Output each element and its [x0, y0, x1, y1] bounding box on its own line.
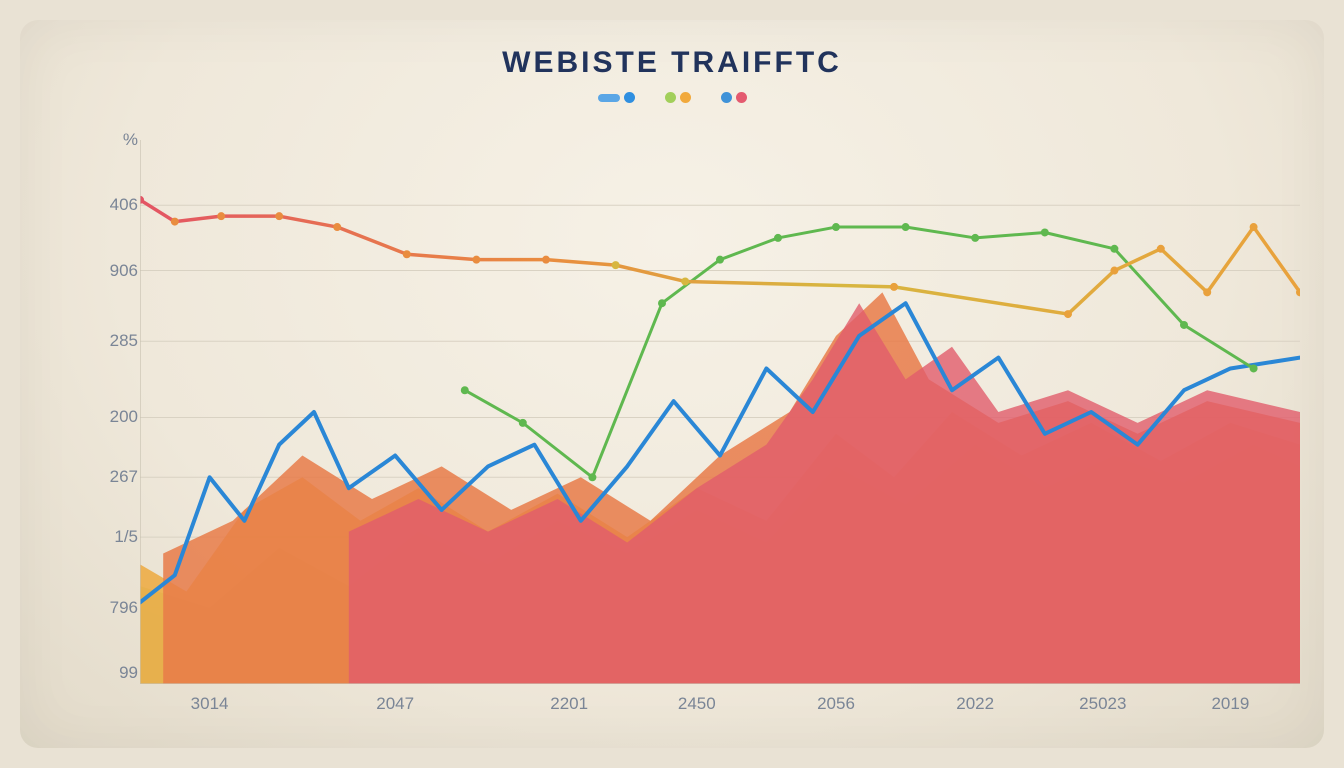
line-top-gradient-marker — [217, 212, 225, 220]
x-tick-label: 25023 — [1079, 694, 1126, 714]
x-tick-label: 2022 — [956, 694, 994, 714]
line-top-gradient-marker — [1110, 267, 1118, 275]
line-green-marker — [716, 256, 724, 264]
x-tick-label: 2056 — [817, 694, 855, 714]
line-top-gradient-marker — [1064, 310, 1072, 318]
y-tick-label: 796 — [82, 598, 138, 618]
x-tick-label: 2450 — [678, 694, 716, 714]
x-tick-label: 2047 — [376, 694, 414, 714]
line-green-marker — [902, 223, 910, 231]
line-green-marker — [832, 223, 840, 231]
line-green-marker — [1250, 364, 1258, 372]
legend-pill-icon — [598, 94, 620, 102]
line-green-marker — [658, 299, 666, 307]
chart-card: WEBISTE TRAIFFTC % 406 906 285 200 267 1/5 796 9… — [20, 20, 1324, 748]
y-tick-label: 200 — [82, 407, 138, 427]
line-top-gradient-marker — [681, 277, 689, 285]
line-top-gradient-marker — [472, 256, 480, 264]
x-tick-label: 3014 — [191, 694, 229, 714]
y-tick-label: 406 — [82, 195, 138, 215]
line-green-marker — [1041, 228, 1049, 236]
line-top-gradient-marker — [1203, 288, 1211, 296]
line-green-marker — [461, 386, 469, 394]
legend-dot-icon — [665, 92, 676, 103]
line-top-gradient-marker — [1157, 245, 1165, 253]
line-green-marker — [519, 419, 527, 427]
y-axis: %4069062852002671/579699 — [82, 140, 138, 684]
y-tick-label: 906 — [82, 261, 138, 281]
line-top-gradient-marker — [890, 283, 898, 291]
line-top-gradient-marker — [612, 261, 620, 269]
line-green-marker — [971, 234, 979, 242]
line-top-gradient-marker — [403, 250, 411, 258]
y-tick-label: 267 — [82, 467, 138, 487]
y-tick-label: 285 — [82, 331, 138, 351]
legend-dot-icon — [736, 92, 747, 103]
line-green-marker — [774, 234, 782, 242]
x-tick-label: 2201 — [550, 694, 588, 714]
legend-item-3 — [721, 92, 747, 103]
chart-legend — [20, 92, 1324, 103]
legend-item-2 — [665, 92, 691, 103]
legend-dot-icon — [680, 92, 691, 103]
line-green-marker — [1110, 245, 1118, 253]
y-tick-label: % — [82, 130, 138, 150]
legend-dot-icon — [624, 92, 635, 103]
legend-item-1 — [598, 92, 635, 103]
line-top-gradient-marker — [542, 256, 550, 264]
line-green-marker — [588, 473, 596, 481]
y-tick-label: 99 — [82, 663, 138, 683]
x-tick-label: 2019 — [1211, 694, 1249, 714]
y-tick-label: 1/5 — [82, 527, 138, 547]
legend-dot-icon — [721, 92, 732, 103]
line-green-marker — [1180, 321, 1188, 329]
chart-svg — [140, 140, 1300, 684]
line-top-gradient-marker — [171, 218, 179, 226]
plot-area — [140, 140, 1300, 684]
line-top-gradient-marker — [275, 212, 283, 220]
line-top-gradient-marker — [1250, 223, 1258, 231]
area-red — [349, 303, 1300, 684]
chart-title: WEBISTE TRAIFFTC — [20, 46, 1324, 80]
line-top-gradient-marker — [333, 223, 341, 231]
